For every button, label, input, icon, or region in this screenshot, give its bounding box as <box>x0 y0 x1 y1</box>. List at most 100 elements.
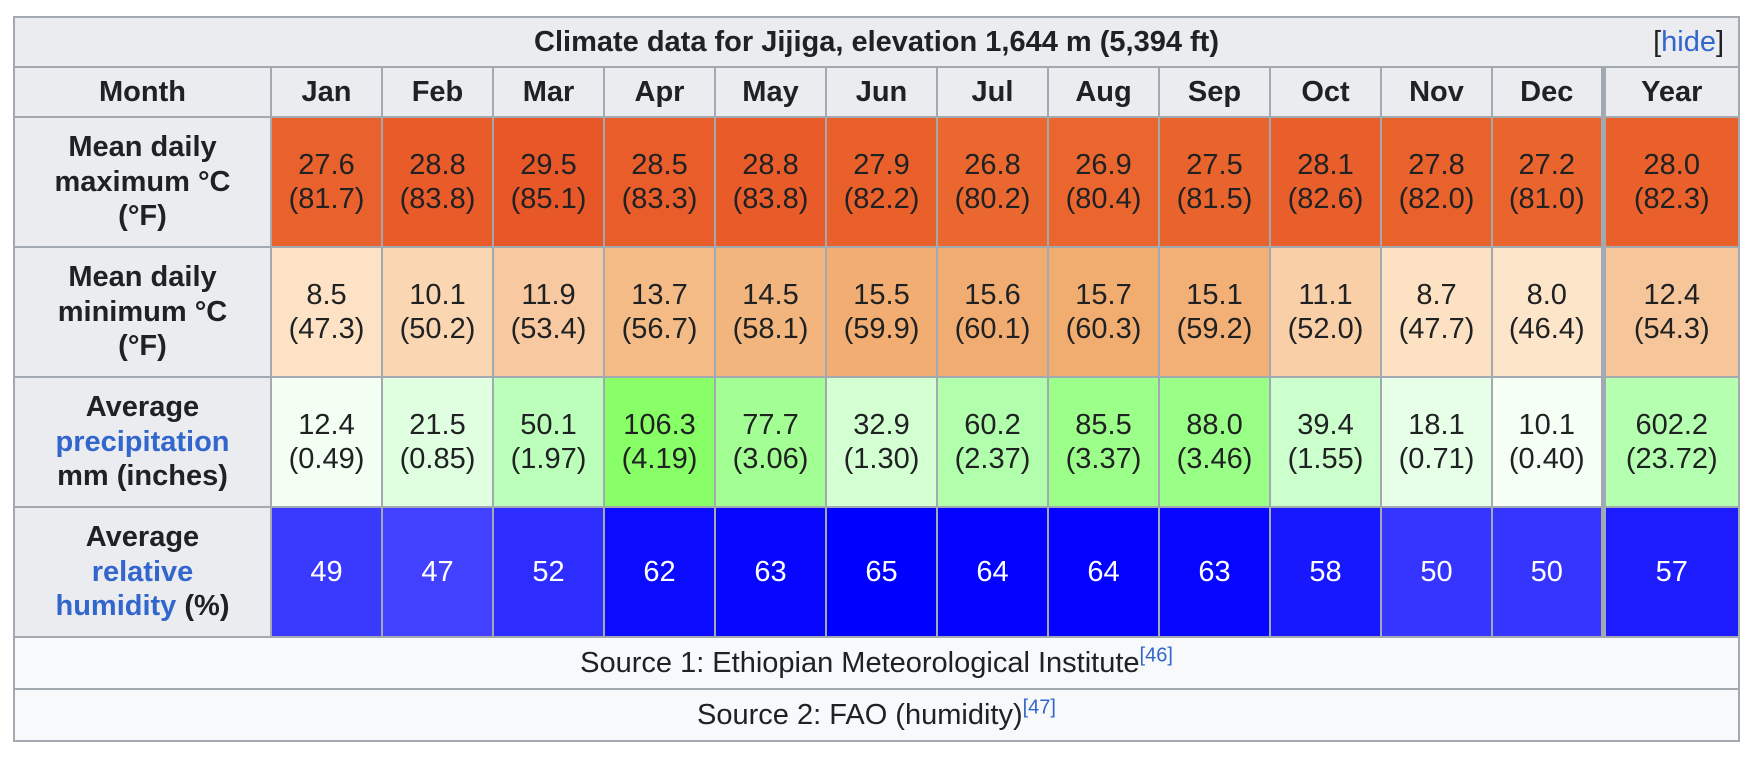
cell-value: 63 <box>754 555 787 588</box>
row-label-line: minimum °C <box>57 295 228 328</box>
row-label-link[interactable]: relative <box>91 555 194 588</box>
cell-alt-value: (59.9) <box>843 313 920 345</box>
table-row: Average precipitation mm (inches) 12.4 (0.49… <box>13 376 1741 508</box>
row-label: Mean daily maximum °C (°F) <box>13 116 272 248</box>
row-label-line: Mean daily <box>68 130 217 163</box>
reference-sup: [46] <box>1140 644 1173 666</box>
data-cell: 18.1 (0.71) <box>1380 376 1493 508</box>
data-cell: 64 <box>1047 506 1160 638</box>
cell-alt-value: (82.0) <box>1398 183 1475 215</box>
cell-value: 26.9 <box>1075 148 1132 181</box>
month-header-oct: Oct <box>1269 66 1382 118</box>
hide-link[interactable]: hide <box>1661 25 1716 58</box>
source-row: Source 2: FAO (humidity)[47] <box>12 688 1741 742</box>
cell-alt-value: (82.3) <box>1633 183 1710 215</box>
reference-link[interactable]: [46] <box>1139 644 1173 667</box>
cell-value: 8.5 <box>306 278 347 311</box>
cell-alt-value: (0.85) <box>399 443 476 475</box>
month-header-mar: Mar <box>492 66 605 118</box>
year-data-cell: 12.4 (54.3) <box>1600 246 1741 378</box>
data-cell: 60.2 (2.37) <box>936 376 1049 508</box>
data-cell: 29.5 (85.1) <box>492 116 605 248</box>
table-title: Climate data for Jijiga, elevation 1,644… <box>534 25 1219 58</box>
cell-alt-value: (3.46) <box>1176 443 1253 475</box>
cell-value: 15.5 <box>853 278 910 311</box>
data-cell: 8.0 (46.4) <box>1491 246 1604 378</box>
month-header: Month <box>13 66 272 118</box>
cell-value: 64 <box>976 555 1009 588</box>
data-cell: 27.2 (81.0) <box>1491 116 1604 248</box>
data-cell: 15.5 (59.9) <box>825 246 938 378</box>
cell-value: 28.0 <box>1643 148 1700 181</box>
cell-value: 28.5 <box>631 148 688 181</box>
cell-value: 52 <box>532 555 565 588</box>
row-label-line: humidity (%) <box>55 590 230 623</box>
data-cell: 63 <box>1158 506 1271 638</box>
source-row: Source 1: Ethiopian Meteorological Insti… <box>12 636 1741 690</box>
data-cell: 50 <box>1380 506 1493 638</box>
cell-value: 10.1 <box>409 278 466 311</box>
row-label-link[interactable]: precipitation <box>55 425 230 458</box>
month-header-apr: Apr <box>603 66 716 118</box>
data-cell: 14.5 (58.1) <box>714 246 827 378</box>
month-header-aug: Aug <box>1047 66 1160 118</box>
cell-value: 8.7 <box>1416 278 1457 311</box>
data-cell: 8.7 (47.7) <box>1380 246 1493 378</box>
cell-alt-value: (81.5) <box>1176 183 1253 215</box>
data-cell: 32.9 (1.30) <box>825 376 938 508</box>
cell-value: 27.2 <box>1518 148 1575 181</box>
data-cell: 27.9 (82.2) <box>825 116 938 248</box>
cell-alt-value: (1.55) <box>1287 443 1364 475</box>
cell-value: 50.1 <box>520 408 577 441</box>
data-cell: 65 <box>825 506 938 638</box>
data-cell: 106.3 (4.19) <box>603 376 716 508</box>
source-cell: Source 1: Ethiopian Meteorological Insti… <box>12 636 1741 690</box>
month-header-sep: Sep <box>1158 66 1271 118</box>
row-label-line: maximum °C <box>54 165 231 198</box>
cell-value: 63 <box>1198 555 1231 588</box>
data-cell: 26.8 (80.2) <box>936 116 1049 248</box>
cell-alt-value: (59.2) <box>1176 313 1253 345</box>
cell-value: 602.2 <box>1635 408 1709 441</box>
data-cell: 10.1 (50.2) <box>381 246 494 378</box>
cell-alt-value: (82.6) <box>1287 183 1364 215</box>
cell-value: 65 <box>865 555 898 588</box>
cell-alt-value: (1.97) <box>510 443 587 475</box>
table-title-cell: Climate data for Jijiga, elevation 1,644… <box>12 16 1741 68</box>
cell-alt-value: (60.3) <box>1065 313 1142 345</box>
cell-value: 15.1 <box>1186 278 1243 311</box>
cell-value: 28.1 <box>1297 148 1354 181</box>
hide-bracket-open: [ <box>1653 25 1662 58</box>
cell-value: 32.9 <box>853 408 910 441</box>
data-cell: 28.1 (82.6) <box>1269 116 1382 248</box>
cell-alt-value: (85.1) <box>510 183 587 215</box>
cell-value: 10.1 <box>1518 408 1575 441</box>
climate-table: Climate data for Jijiga, elevation 1,644… <box>12 16 1741 742</box>
cell-alt-value: (23.72) <box>1625 443 1718 475</box>
row-label-link[interactable]: humidity <box>55 590 177 623</box>
cell-value: 49 <box>310 555 343 588</box>
cell-value: 47 <box>421 555 454 588</box>
data-cell: 8.5 (47.3) <box>270 246 383 378</box>
cell-alt-value: (2.37) <box>954 443 1031 475</box>
row-label: Average relative humidity (%) <box>13 506 272 638</box>
data-cell: 15.6 (60.1) <box>936 246 1049 378</box>
cell-alt-value: (0.49) <box>288 443 365 475</box>
cell-value: 62 <box>643 555 676 588</box>
cell-alt-value: (81.0) <box>1508 183 1585 215</box>
cell-alt-value: (52.0) <box>1287 313 1364 345</box>
cell-value: 77.7 <box>742 408 799 441</box>
data-cell: 27.8 (82.0) <box>1380 116 1493 248</box>
cell-alt-value: (80.4) <box>1065 183 1142 215</box>
cell-value: 27.8 <box>1408 148 1465 181</box>
cell-value: 13.7 <box>631 278 688 311</box>
data-cell: 27.6 (81.7) <box>270 116 383 248</box>
data-cell: 26.9 (80.4) <box>1047 116 1160 248</box>
cell-alt-value: (80.2) <box>954 183 1031 215</box>
cell-alt-value: (60.1) <box>954 313 1031 345</box>
cell-value: 57 <box>1655 555 1688 588</box>
reference-link[interactable]: [47] <box>1022 696 1056 719</box>
source-text: Source 2: FAO (humidity) <box>697 698 1023 731</box>
row-label: Average precipitation mm (inches) <box>13 376 272 508</box>
reference-sup: [47] <box>1023 696 1056 718</box>
